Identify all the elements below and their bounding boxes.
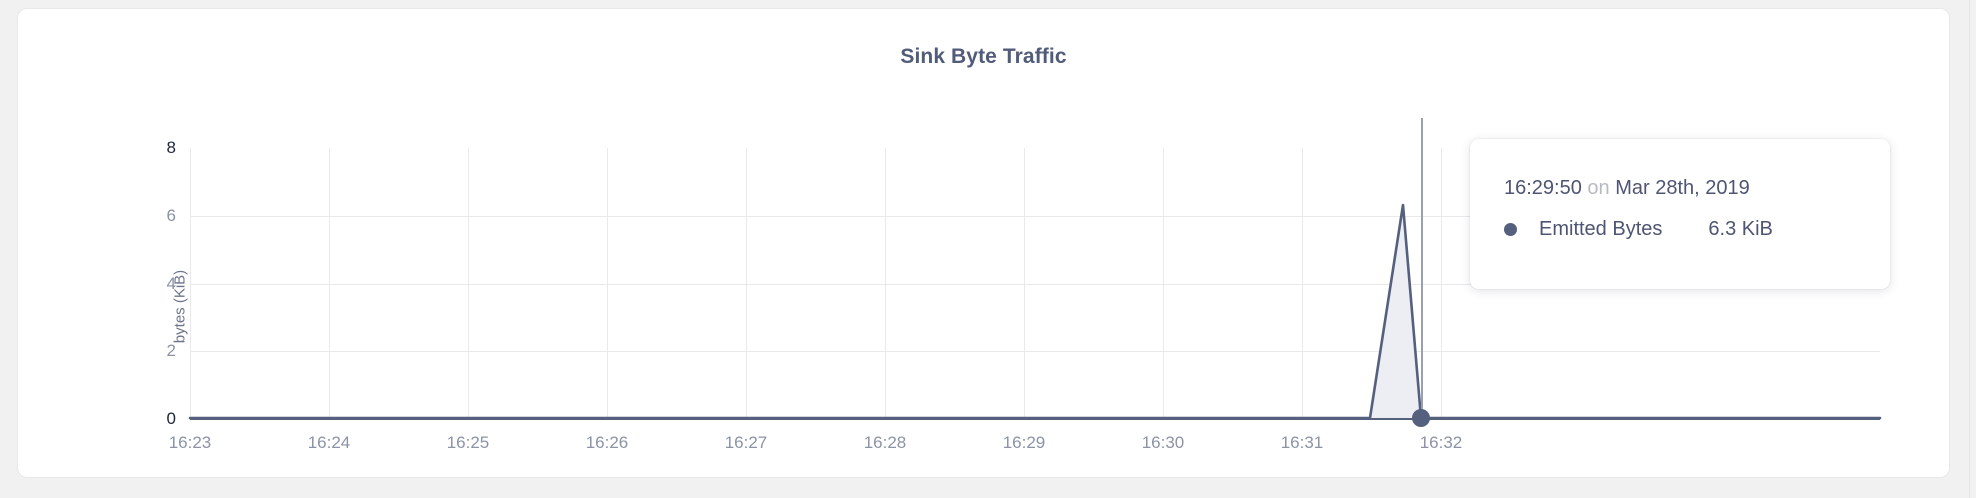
- gridline-horizontal: [190, 215, 1880, 217]
- y-tick-label: 2: [166, 341, 176, 361]
- page-right-divider: [1969, 0, 1970, 498]
- x-tick-label: 16:25: [446, 433, 490, 452]
- x-tick-label: 16:29: [1002, 433, 1046, 452]
- x-axis-line: [190, 418, 1880, 420]
- tooltip-series-name: Emitted Bytes: [1539, 218, 1663, 240]
- gridline-vertical: [746, 148, 747, 419]
- chart-tooltip: 16:29:50 on Mar 28th, 2019 Emitted Bytes…: [1470, 139, 1890, 289]
- tooltip-series-value: 6.3 KiB: [1708, 218, 1773, 240]
- y-axis-label: bytes (KiB): [171, 269, 189, 344]
- y-tick-label: 8: [166, 138, 176, 157]
- gridline-vertical: [1163, 148, 1164, 419]
- x-tick-label: 16:27: [724, 433, 768, 452]
- crosshair-line: [1421, 118, 1423, 419]
- gridline-vertical: [607, 148, 608, 419]
- gridline-vertical: [1441, 148, 1442, 419]
- tooltip-connector: on: [1587, 177, 1610, 199]
- gridline-horizontal: [190, 283, 1880, 285]
- x-tick-label: 16:26: [585, 433, 629, 452]
- tooltip-series-row: Emitted Bytes 6.3 KiB: [1504, 218, 1856, 241]
- y-tick-label: 4: [166, 273, 176, 293]
- gridline-vertical: [190, 148, 191, 419]
- gridline-vertical: [1024, 148, 1025, 419]
- gridline-vertical: [885, 148, 886, 419]
- x-tick-label: 16:23: [168, 433, 212, 452]
- y-tick-label: 6: [166, 205, 176, 225]
- tooltip-timestamp: 16:29:50 on Mar 28th, 2019: [1504, 177, 1856, 200]
- x-tick-label: 16:30: [1141, 433, 1185, 452]
- x-tick-label: 16:31: [1280, 433, 1324, 452]
- tooltip-date: Mar 28th, 2019: [1615, 177, 1750, 199]
- y-tick-label: 0: [166, 409, 176, 428]
- chart-card: Sink Byte Traffic bytes (KiB) 8 6 4 2: [17, 8, 1950, 478]
- legend-dot-icon: [1504, 223, 1517, 236]
- x-tick-label: 16:24: [307, 433, 351, 452]
- tooltip-time: 16:29:50: [1504, 177, 1582, 199]
- page-title: Sink Byte Traffic: [900, 45, 1067, 68]
- gridline-horizontal: [190, 351, 1880, 353]
- x-tick-label: 16:28: [863, 433, 907, 452]
- plot-area: bytes (KiB) 8 6 4 2 0: [167, 118, 1882, 452]
- gridline-vertical: [329, 148, 330, 419]
- gridline-vertical: [1302, 148, 1303, 419]
- x-tick-label: 16:32: [1419, 433, 1463, 452]
- gridline-vertical: [468, 148, 469, 419]
